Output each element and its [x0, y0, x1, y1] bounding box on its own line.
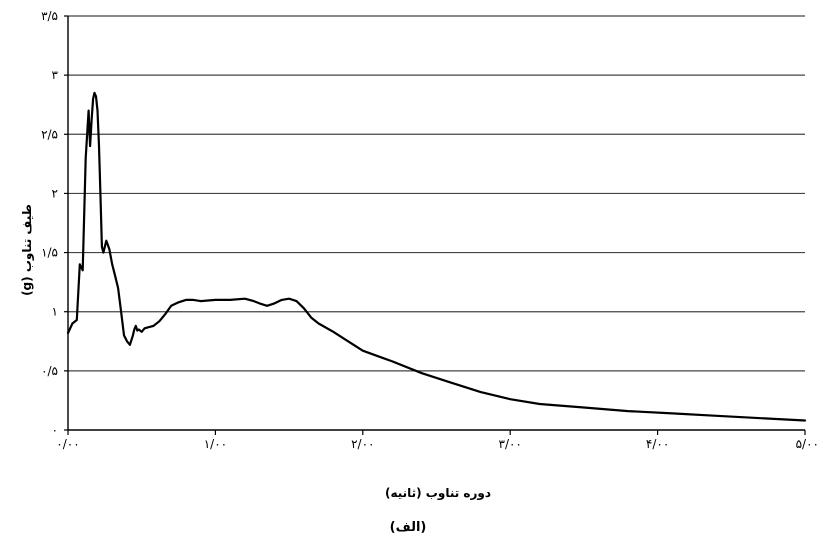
y-axis-label: طیف تناوب (g) [20, 204, 35, 296]
x-axis-label: دوره تناوب (ثانیه) [385, 486, 491, 501]
x-tick-label-4: ۴/۰۰ [646, 437, 669, 451]
y-tick-label-0: ۰ [52, 423, 58, 437]
y-tick-label-7: ۳/۵ [41, 9, 58, 23]
x-tick-label-2: ۲/۰۰ [351, 437, 374, 451]
figure-caption: (الف) [390, 520, 427, 535]
x-tick-label-1: ۱/۰۰ [204, 437, 227, 451]
x-tick-label-0: ۰/۰۰ [56, 437, 79, 451]
y-tick-label-6: ۳ [52, 68, 59, 82]
y-tick-label-1: ۰/۵ [41, 364, 58, 378]
y-tick-label-3: ۱/۵ [41, 246, 58, 260]
x-tick-label-5: ۵/۰۰ [796, 437, 819, 451]
gridlines [68, 15, 805, 372]
y-tick-labels: ۰ ۰/۵ ۱ ۱/۵ ۲ ۲/۵ ۳ ۳/۵ [41, 9, 68, 437]
y-tick-label-4: ۲ [52, 186, 58, 200]
y-tick-label-2: ۱ [52, 305, 58, 319]
x-tick-label-3: ۳/۰۰ [499, 437, 522, 451]
x-tick-labels: ۰/۰۰ ۱/۰۰ ۲/۰۰ ۳/۰۰ ۴/۰۰ ۵/۰۰ [56, 430, 819, 451]
spectrum-line [66, 91, 807, 422]
y-tick-label-5: ۲/۵ [41, 127, 58, 141]
axes [67, 16, 805, 431]
